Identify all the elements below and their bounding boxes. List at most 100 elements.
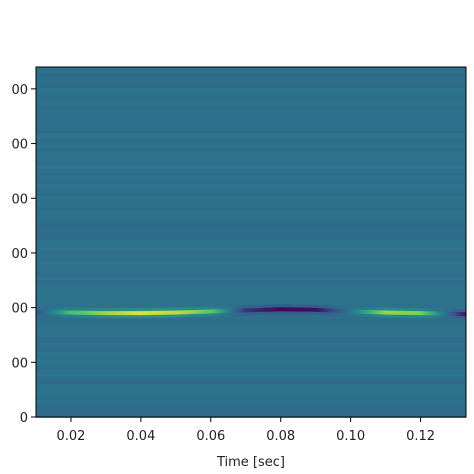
ridge-segment bbox=[316, 307, 319, 312]
ridge-segment bbox=[52, 310, 55, 315]
heatmap-texture-row bbox=[36, 232, 466, 235]
ridge-segment bbox=[288, 307, 291, 312]
heatmap-texture-row bbox=[36, 361, 466, 364]
heatmap-texture-row bbox=[36, 97, 466, 100]
heatmap-texture-row bbox=[36, 259, 466, 262]
heatmap-texture-row bbox=[36, 202, 466, 205]
heatmap-texture-row bbox=[36, 211, 466, 214]
heatmap-texture-row bbox=[36, 115, 466, 118]
ridge-segment bbox=[172, 310, 175, 315]
ridge-segment bbox=[332, 308, 335, 313]
ridge-segment bbox=[236, 308, 239, 313]
heatmap-texture-row bbox=[36, 277, 466, 280]
heatmap-texture-row bbox=[36, 172, 466, 175]
heatmap-texture-row bbox=[36, 376, 466, 379]
heatmap-texture-row bbox=[36, 118, 466, 121]
ridge-segment bbox=[94, 310, 97, 315]
ridge-segment bbox=[160, 310, 163, 315]
ridge-segment bbox=[264, 307, 267, 312]
ridge-segment bbox=[338, 308, 341, 313]
ridge-segment bbox=[180, 310, 183, 315]
ridge-segment bbox=[384, 310, 387, 315]
heatmap-texture-row bbox=[36, 271, 466, 274]
ridge-segment bbox=[348, 309, 351, 314]
ridge-segment bbox=[426, 311, 429, 316]
ridge-segment bbox=[396, 310, 399, 315]
heatmap-texture-row bbox=[36, 160, 466, 163]
heatmap-texture-row bbox=[36, 385, 466, 388]
ridge-segment bbox=[58, 310, 61, 315]
heatmap-texture-row bbox=[36, 136, 466, 139]
heatmap-texture-row bbox=[36, 163, 466, 166]
heatmap-texture-row bbox=[36, 73, 466, 76]
heatmap-texture-row bbox=[36, 214, 466, 217]
ridge-segment bbox=[36, 310, 39, 315]
ridge-segment bbox=[382, 310, 385, 315]
ridge-segment bbox=[454, 311, 457, 316]
ridge-segment bbox=[194, 309, 197, 314]
heatmap-texture-row bbox=[36, 121, 466, 124]
y-tick-label: 00 bbox=[11, 83, 28, 98]
x-axis-label: Time [sec] bbox=[216, 455, 285, 470]
ridge-segment bbox=[346, 309, 349, 314]
ridge-segment bbox=[110, 311, 113, 316]
heatmap-texture-row bbox=[36, 226, 466, 229]
ridge-segment bbox=[368, 310, 371, 315]
heatmap-texture-row bbox=[36, 289, 466, 292]
ridge-segment bbox=[328, 308, 331, 313]
ridge-segment bbox=[272, 307, 275, 312]
heatmap-texture-row bbox=[36, 184, 466, 187]
ridge-segment bbox=[222, 309, 225, 314]
heatmap-texture-row bbox=[36, 343, 466, 346]
ridge-segment bbox=[450, 311, 453, 316]
ridge-segment bbox=[228, 308, 231, 313]
ridge-segment bbox=[308, 307, 311, 312]
y-tick-label: 00 bbox=[11, 138, 28, 153]
ridge-segment bbox=[178, 310, 181, 315]
ridge-segment bbox=[432, 311, 435, 316]
ridge-segment bbox=[82, 310, 85, 315]
ridge-segment bbox=[142, 311, 145, 316]
heatmap-texture-row bbox=[36, 406, 466, 409]
ridge-segment bbox=[436, 311, 439, 316]
ridge-segment bbox=[198, 309, 201, 314]
ridge-segment bbox=[310, 307, 313, 312]
ridge-segment bbox=[408, 310, 411, 315]
heatmap-texture-row bbox=[36, 382, 466, 385]
ridge-segment bbox=[302, 307, 305, 312]
ridge-segment bbox=[68, 310, 71, 315]
ridge-segment bbox=[434, 311, 437, 316]
ridge-segment bbox=[152, 310, 155, 315]
heatmap-texture-row bbox=[36, 193, 466, 196]
heatmap-texture-row bbox=[36, 367, 466, 370]
heatmap-texture-row bbox=[36, 244, 466, 247]
ridge-segment bbox=[136, 311, 139, 316]
ridge-segment bbox=[92, 310, 95, 315]
x-tick-label: 0.12 bbox=[406, 429, 435, 444]
y-tick-label: 00 bbox=[11, 302, 28, 317]
ridge-segment bbox=[394, 310, 397, 315]
ridge-segment bbox=[126, 311, 129, 316]
ridge-segment bbox=[362, 309, 365, 314]
ridge-segment bbox=[184, 310, 187, 315]
heatmap-texture-row bbox=[36, 88, 466, 91]
heatmap-texture-row bbox=[36, 268, 466, 271]
ridge-segment bbox=[356, 309, 359, 314]
heatmap-texture-row bbox=[36, 370, 466, 373]
heatmap-texture-row bbox=[36, 181, 466, 184]
ridge-segment bbox=[254, 308, 257, 313]
heatmap-texture-row bbox=[36, 400, 466, 403]
heatmap-texture-row bbox=[36, 151, 466, 154]
ridge-segment bbox=[64, 310, 67, 315]
ridge-segment bbox=[96, 310, 99, 315]
ridge-segment bbox=[182, 310, 185, 315]
heatmap-texture-row bbox=[36, 205, 466, 208]
ridge-segment bbox=[146, 310, 149, 315]
heatmap-texture-row bbox=[36, 253, 466, 256]
ridge-segment bbox=[448, 311, 451, 316]
ridge-segment bbox=[376, 310, 379, 315]
ridge-segment bbox=[238, 308, 241, 313]
ridge-segment bbox=[158, 310, 161, 315]
heatmap-texture-row bbox=[36, 394, 466, 397]
